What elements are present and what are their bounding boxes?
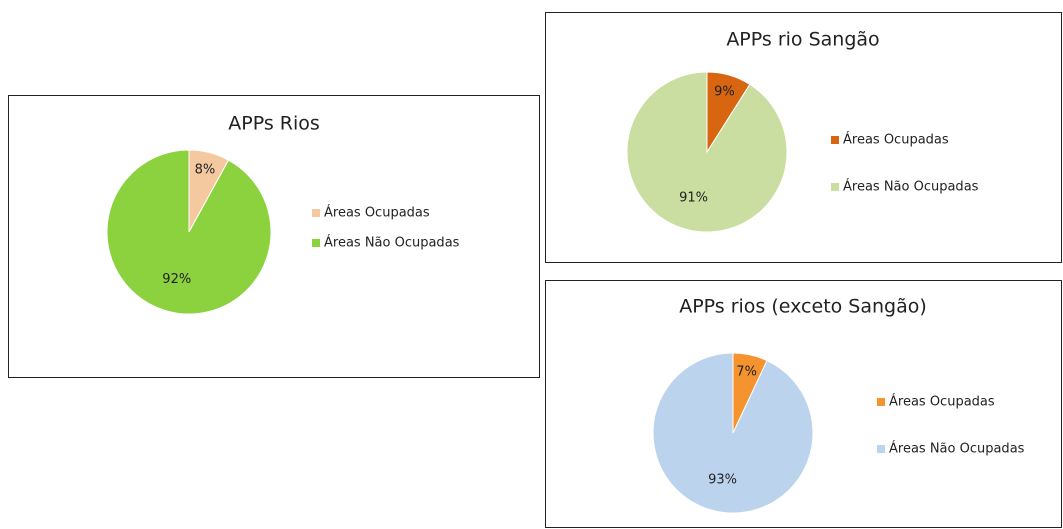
pie-slice [652,352,814,514]
chart-title: APPs rios (exceto Sangão) [679,296,927,318]
legend-swatch [831,136,839,144]
pie-slice [626,71,788,233]
legend-label: Áreas Não Ocupadas [889,441,1025,457]
data-label: 8% [195,163,216,178]
legend-label: Áreas Ocupadas [889,394,995,410]
data-label: 7% [736,365,757,380]
legend-label: Áreas Ocupadas [324,205,430,221]
legend-label: Áreas Não Ocupadas [843,179,979,195]
chart-title: APPs rio Sangão [726,29,879,51]
legend-label: Áreas Não Ocupadas [324,235,460,251]
legend-swatch [312,239,320,247]
data-label: 93% [708,472,737,487]
data-label: 92% [162,272,191,287]
legend-label: Áreas Ocupadas [843,132,949,148]
data-label: 91% [679,191,708,206]
legend-swatch [831,183,839,191]
pie-slice [106,149,272,315]
data-label: 9% [714,85,735,100]
legend-swatch [877,398,885,406]
chart-title: APPs Rios [228,113,320,135]
legend-swatch [877,445,885,453]
legend-swatch [312,209,320,217]
chart-frame [8,95,540,378]
